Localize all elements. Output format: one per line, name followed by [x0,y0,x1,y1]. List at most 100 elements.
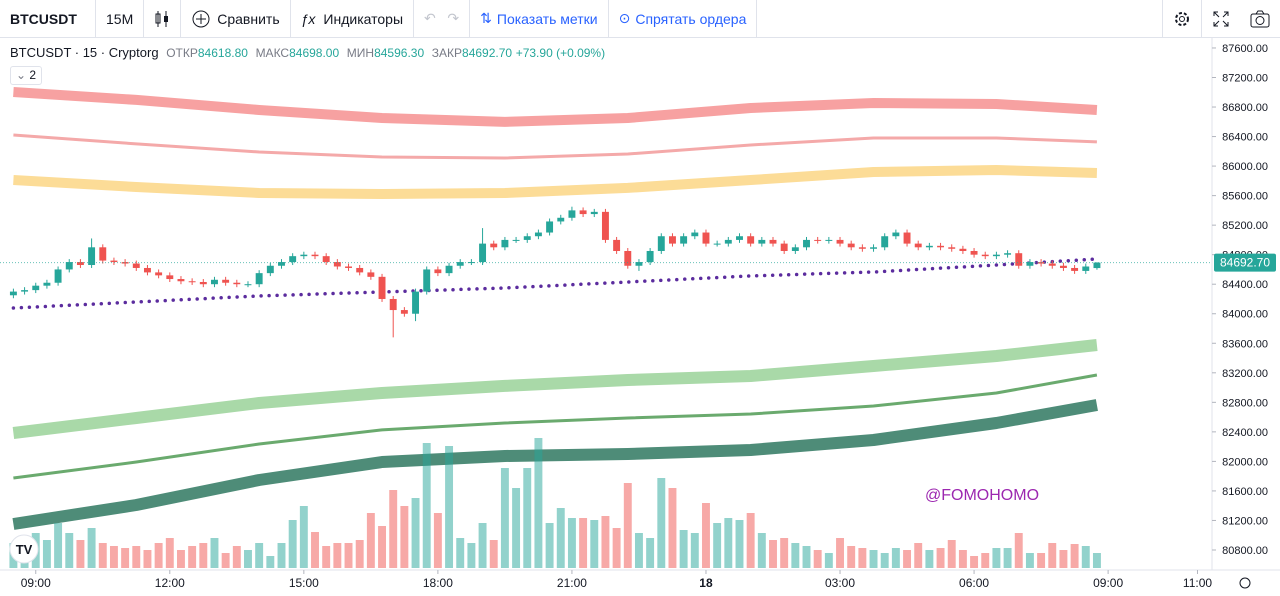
candle-body [389,298,397,311]
compare-button[interactable]: Сравнить [181,0,291,38]
volume-bar [534,438,543,568]
candle-body [925,245,933,248]
volume-bar [1037,553,1046,568]
x-tick-label: 09:00 [21,576,51,590]
candle-body [1015,253,1023,266]
candle-body [289,256,297,263]
volume-bar [914,543,923,568]
indicator-band [12,399,1098,530]
candle-body [713,243,721,245]
candle-icon [155,10,169,27]
candle-body [568,210,576,218]
symbol-button[interactable]: BTCUSDT [0,0,96,38]
candle-body [512,239,520,241]
candle-body [1093,262,1101,269]
fullscreen-button[interactable] [1202,0,1240,38]
candle-body [501,239,509,248]
compare-text: Сравнить [217,10,280,27]
candle-body [188,281,196,283]
candle-body [881,236,889,248]
timezone-icon [1239,577,1251,589]
screenshot-button[interactable] [1240,0,1280,38]
volume-bar [903,550,912,568]
candle-body [54,269,62,283]
candle-body [601,211,609,240]
candle-body [970,250,978,255]
change-value: +73.90 (+0.09%) [515,46,606,60]
y-tick-label: 81600.00 [1222,486,1268,498]
candle-body [155,272,163,276]
volume-bar [277,543,286,568]
y-tick-label: 86000.00 [1222,161,1268,173]
x-tick-label: 03:00 [825,576,855,590]
candle-body [300,254,308,257]
volume-bar [858,548,867,568]
volume-bar [456,538,465,568]
chart-type-button[interactable] [144,0,182,38]
x-tick-label: 15:00 [289,576,319,590]
volume-bar [847,546,856,568]
indicator-band [13,133,1097,160]
candle-body [322,256,330,263]
candle-body [736,236,743,240]
candle-body [356,267,364,273]
volume-bar [1092,553,1101,568]
candle-body [680,236,688,244]
candle-body [1048,263,1056,266]
candle-body [825,239,833,241]
hide-orders-button[interactable]: ⊙ Спрятать ордера [609,0,758,38]
candle-body [613,239,621,251]
undo-redo[interactable]: ↶ ↷ [414,0,471,38]
volume-bar [378,526,386,568]
volume-bar [936,548,945,568]
candle-body [423,269,431,292]
indicators-button[interactable]: ƒx Индикаторы [291,0,415,38]
interval-button[interactable]: 15М [96,0,145,38]
plot-area [9,87,1101,568]
candle-body [99,247,107,261]
volume-bar [556,508,565,568]
volume-bar [299,506,308,568]
candle-body [121,262,129,264]
candle-body [412,291,420,314]
candle-body [870,247,877,249]
volume-bar [579,518,588,568]
volume-bar [523,468,532,568]
volume-bar [400,506,409,568]
volume-bar [76,540,85,568]
volume-bar [366,513,375,568]
volume-bar [176,550,185,568]
candle-body [177,279,185,282]
low-value: 84596.30 [374,46,425,60]
candle-body [914,243,922,248]
legend-title: BTCUSDT · 15 · Cryptorg [10,45,159,60]
y-tick-label: 86800.00 [1222,102,1268,114]
candle-body [590,211,598,215]
fullscreen-icon [1213,11,1229,26]
y-tick-label: 82800.00 [1222,397,1268,409]
candle-body [65,262,73,270]
volume-bar [925,550,934,568]
indicators-toggle[interactable]: ⌄ 2 [10,66,43,85]
candle-body [76,262,84,266]
candle-body [222,279,230,283]
volume-bar [98,543,107,568]
show-marks-button[interactable]: ⇅ Показать метки [470,0,609,38]
volume-bar [757,533,766,568]
fx-icon: ƒx [300,10,316,27]
candle-body [278,262,285,266]
y-tick-label: 80800.00 [1222,545,1268,557]
candle-body [445,265,453,274]
candle-body [456,262,464,266]
volume-bar [836,538,844,568]
volume-bar [802,546,811,568]
candle-body [333,262,341,267]
candle-body [981,254,989,257]
volume-bar [668,488,677,568]
candle-body [959,248,967,251]
candle-body [691,232,699,237]
settings-button[interactable] [1162,0,1202,38]
volume-bar [791,543,800,568]
indicator-band [13,373,1098,480]
volume-bar [947,540,956,568]
